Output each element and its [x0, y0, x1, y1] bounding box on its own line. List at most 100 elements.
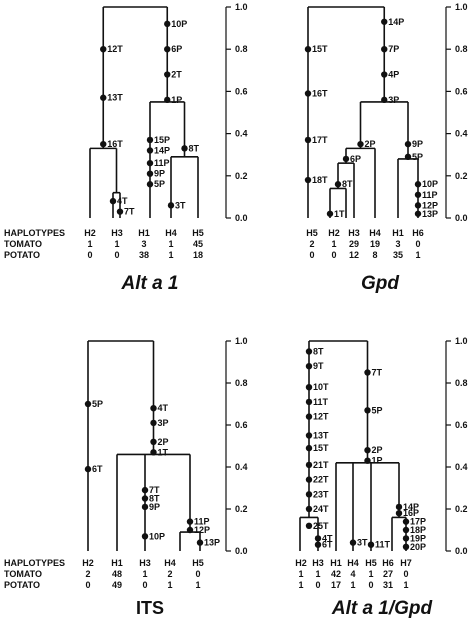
- mutation-label: 2T: [171, 70, 182, 80]
- mutation-dot: [146, 170, 154, 177]
- mutation-label: 24T: [313, 504, 329, 514]
- axis-tick-label: 0.0: [235, 213, 248, 223]
- axis-tick-label: 0.4: [235, 462, 248, 472]
- mutation-label: 12T: [313, 412, 329, 422]
- mutation-dot: [305, 476, 313, 483]
- mutation-dot: [186, 526, 194, 534]
- mutation-dot: [164, 20, 171, 28]
- table-cell: H3: [312, 558, 324, 568]
- mutation-dot: [305, 432, 313, 439]
- mutation-label: 14P: [388, 17, 404, 27]
- table-row-label: POTATO: [4, 580, 40, 590]
- table-cell: 1: [87, 239, 92, 249]
- mutation-dot: [164, 46, 171, 53]
- table-cell: 0: [87, 250, 92, 260]
- mutation-dot: [141, 503, 149, 511]
- mutation-label: 1T: [158, 447, 169, 457]
- table-cell: 3: [395, 239, 400, 249]
- mutation-dot: [404, 153, 412, 161]
- mutation-label: 1T: [334, 209, 345, 219]
- mutation-label: 4T: [117, 196, 128, 206]
- table-cell: 2: [309, 239, 314, 249]
- table-cell: 48: [112, 569, 122, 579]
- mutation-label: 9P: [149, 502, 160, 512]
- mutation-label: 3P: [158, 418, 169, 428]
- mutation-label: 20P: [410, 542, 426, 552]
- axis-tick-label: 0.6: [455, 86, 468, 96]
- mutation-dot: [395, 510, 403, 517]
- mutation-dot: [150, 405, 157, 412]
- table-cell: 1: [168, 250, 173, 260]
- mutation-label: 18P: [410, 525, 426, 535]
- mutation-label: 7T: [372, 368, 383, 378]
- panel-2: 1.00.80.60.40.20.015T16T17T18T14P7P4P3P2…: [304, 2, 468, 294]
- table-cell: 1: [415, 250, 420, 260]
- axis-tick-label: 0.2: [455, 171, 468, 181]
- axis-tick-label: 0.8: [455, 378, 468, 388]
- mutation-dot: [141, 486, 149, 494]
- mutation-dot: [141, 533, 149, 540]
- mutation-label: 2P: [372, 445, 383, 455]
- panel-4: 1.00.80.60.40.20.08T9T10T11T12T13T15T21T…: [295, 336, 467, 619]
- mutation-dot: [349, 539, 357, 546]
- mutation-label: 15T: [313, 443, 329, 453]
- table-cell: 0: [195, 569, 200, 579]
- table-cell: 1: [298, 569, 303, 579]
- mutation-dot: [164, 96, 171, 104]
- table-cell: 0: [114, 250, 119, 260]
- mutation-label: 7P: [388, 44, 399, 54]
- mutation-label: 11P: [422, 190, 438, 200]
- mutation-dot: [146, 159, 154, 167]
- table-cell: H4: [347, 558, 359, 568]
- mutation-label: 5P: [92, 399, 103, 409]
- table-cell: 2: [167, 569, 172, 579]
- table-cell: 29: [349, 239, 359, 249]
- mutation-label: 16P: [403, 508, 419, 518]
- mutation-label: 3P: [388, 95, 399, 105]
- mutation-label: 23T: [313, 489, 329, 499]
- mutation-label: 22T: [313, 475, 329, 485]
- mutation-label: 12P: [194, 525, 210, 535]
- mutation-label: 8T: [189, 143, 200, 153]
- mutation-label: 15T: [312, 44, 328, 54]
- table-cell: H1: [392, 228, 404, 238]
- mutation-label: 16T: [107, 139, 123, 149]
- scale-axis: 1.0 0.8 0.6 0.4 0.2 0.0: [445, 336, 468, 556]
- mutation-dot: [100, 94, 107, 101]
- mutation-label: 9T: [313, 361, 324, 371]
- panel-title: Gpd: [361, 273, 399, 294]
- mutation-label: 5P: [412, 152, 423, 162]
- axis-tick-label: 0.8: [235, 44, 248, 54]
- table-cell: 0: [368, 580, 373, 590]
- table-cell: H5: [306, 228, 318, 238]
- mutation-label: 2P: [158, 437, 169, 447]
- panel-1: 1.00.80.60.40.20.012T13T16T10P6P2T1P4T7T…: [4, 2, 248, 294]
- mutation-dot: [342, 155, 350, 163]
- mutation-dot: [141, 495, 149, 502]
- mutation-dot: [164, 71, 171, 78]
- mutation-dot: [305, 491, 313, 498]
- mutation-dot: [167, 202, 175, 209]
- mutation-label: 7T: [149, 485, 160, 495]
- table-cell: 0: [85, 580, 90, 590]
- axis-tick-label: 1.0: [235, 2, 248, 12]
- mutation-dot: [305, 398, 313, 406]
- table-cell: 1: [368, 569, 373, 579]
- mutation-dot: [414, 210, 422, 217]
- mutation-dot: [150, 438, 157, 445]
- axis-tick-label: 1.0: [455, 2, 468, 12]
- mutation-dot: [305, 384, 313, 391]
- table-cell: 1: [403, 580, 408, 590]
- mutation-label: 13T: [107, 93, 123, 103]
- haplotype-table: HAPLOTYPESTOMATOPOTATOH220H14849H310H421…: [4, 558, 204, 590]
- mutation-label: 25T: [313, 521, 329, 531]
- mutation-dot: [334, 181, 342, 188]
- mutation-label: 10P: [422, 179, 438, 189]
- mutation-dot: [414, 202, 422, 209]
- mutation-label: 9P: [154, 169, 165, 179]
- mutation-label: 10P: [171, 19, 187, 29]
- table-row-label: TOMATO: [4, 569, 42, 579]
- mutation-label: 1P: [372, 456, 383, 466]
